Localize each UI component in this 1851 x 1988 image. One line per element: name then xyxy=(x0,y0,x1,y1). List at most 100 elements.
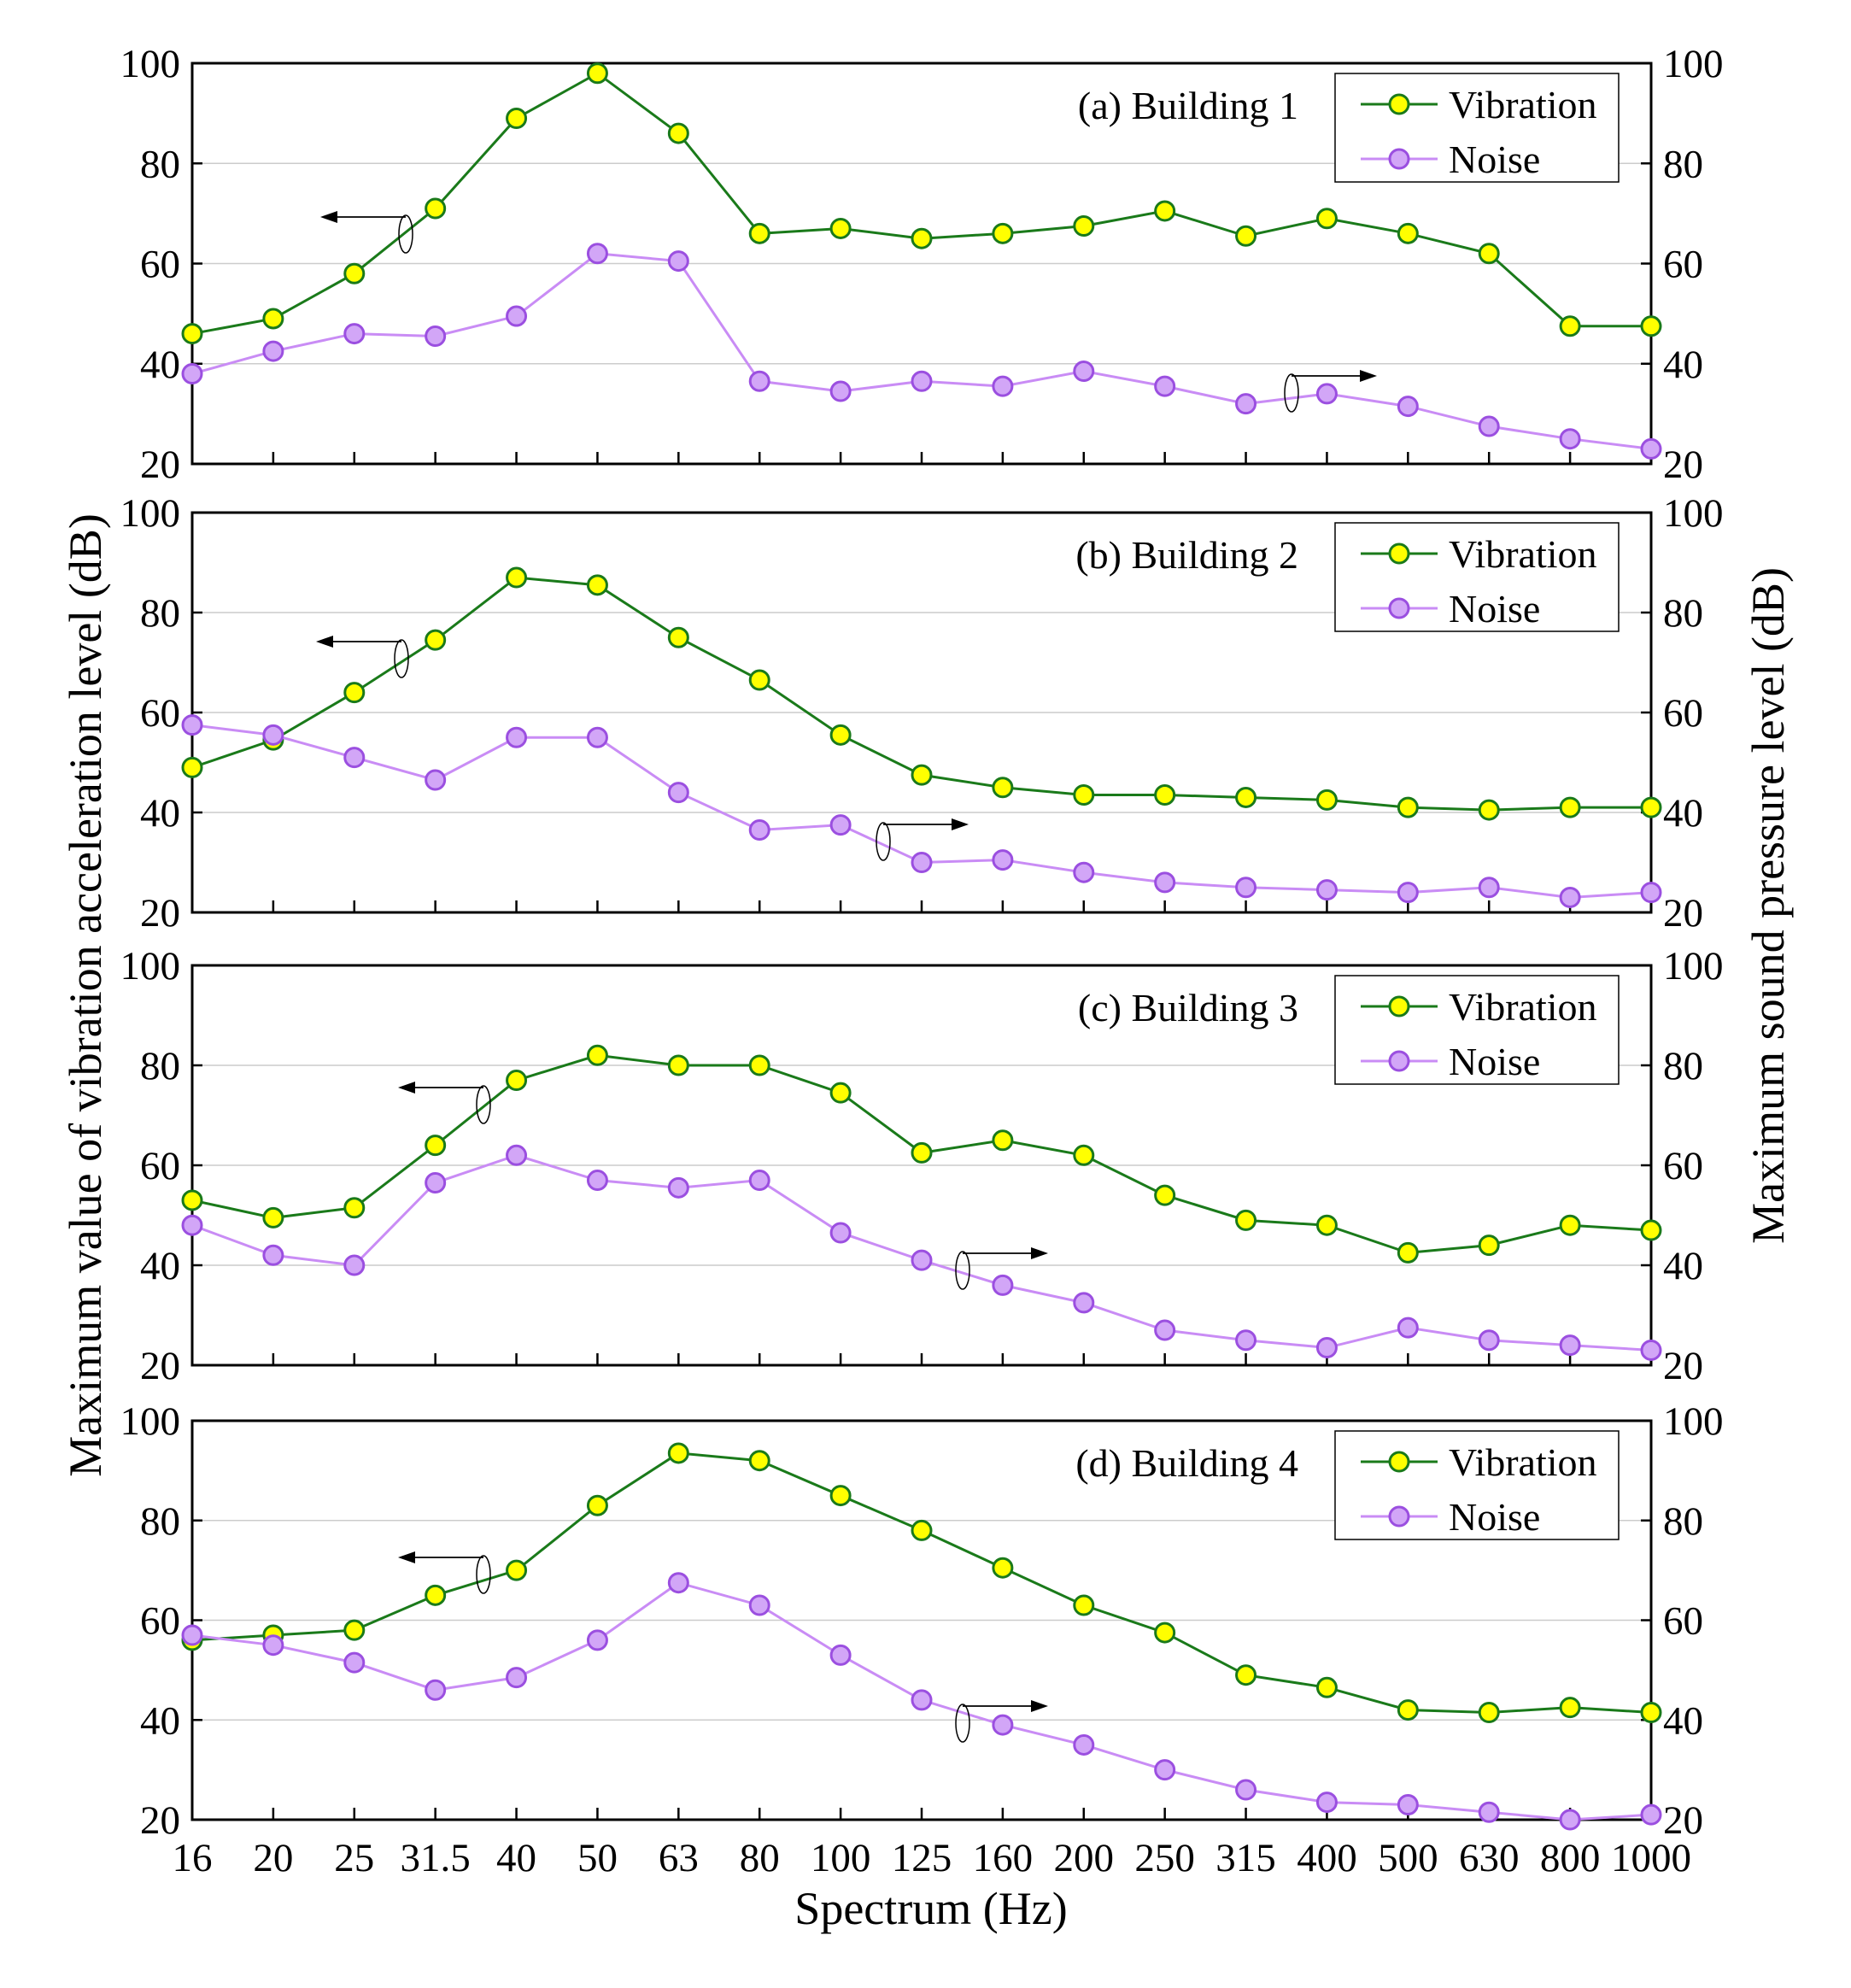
legend-marker xyxy=(1388,1050,1410,1072)
x-tick-label: 80 xyxy=(740,1836,780,1880)
data-point-vibration xyxy=(506,107,528,129)
y-tick-label-right: 80 xyxy=(1663,1499,1703,1544)
y-tick-label-right: 20 xyxy=(1663,1344,1703,1388)
x-tick-label: 315 xyxy=(1215,1836,1276,1880)
x-tick-label: 16 xyxy=(173,1836,213,1880)
legend-box xyxy=(1334,73,1620,183)
x-tick-label: 1000 xyxy=(1611,1836,1691,1880)
legend-label: Vibration xyxy=(1449,83,1597,126)
data-point-noise xyxy=(1559,428,1581,450)
data-point-noise xyxy=(992,849,1014,871)
x-tick-label: 250 xyxy=(1134,1836,1195,1880)
data-point-noise xyxy=(667,250,689,273)
series-vibration xyxy=(181,566,1662,821)
y-tick-label-left: 20 xyxy=(140,891,180,935)
data-point-noise xyxy=(748,818,770,841)
legend-marker xyxy=(1388,995,1410,1017)
data-point-noise xyxy=(1478,1801,1500,1823)
arrow-head xyxy=(1031,1700,1048,1712)
y-tick-label-left: 40 xyxy=(140,343,180,387)
y-tick-label-left: 20 xyxy=(140,1798,180,1843)
data-point-noise xyxy=(1478,877,1500,899)
data-point-noise xyxy=(667,1176,689,1199)
data-point-noise xyxy=(425,325,447,348)
axis-arrow-left xyxy=(398,1551,491,1594)
data-point-noise xyxy=(829,1222,852,1244)
arrow-ellipse xyxy=(476,1085,491,1124)
panel-1: 20 20 40 40 60 60 80 80 100 100 (a) Building 1 Vibr… xyxy=(120,42,1724,487)
y-tick-label-right: 20 xyxy=(1663,891,1703,935)
data-point-vibration xyxy=(1559,1214,1581,1236)
arrow-head xyxy=(316,636,333,648)
arrow-ellipse xyxy=(394,639,409,678)
arrow-ellipse xyxy=(955,1704,970,1743)
legend-label: Noise xyxy=(1449,138,1540,181)
data-point-vibration xyxy=(992,222,1014,244)
y-tick-label-right: 40 xyxy=(1663,343,1703,387)
arrow-head xyxy=(398,1082,415,1094)
arrow-head xyxy=(952,818,969,830)
axis-arrow-right xyxy=(1284,370,1377,413)
data-point-noise xyxy=(586,726,608,748)
data-point-vibration xyxy=(506,1070,528,1092)
legend-marker xyxy=(1388,597,1410,619)
legend-label: Noise xyxy=(1449,587,1540,630)
data-point-vibration xyxy=(992,777,1014,799)
series-noise xyxy=(181,714,1662,908)
y-tick-label-right: 40 xyxy=(1663,1698,1703,1743)
data-point-vibration xyxy=(829,217,852,239)
x-tick-label: 40 xyxy=(496,1836,536,1880)
y-tick-label-left: 100 xyxy=(120,944,181,988)
data-point-vibration xyxy=(506,1559,528,1581)
panel-title: (d) Building 4 xyxy=(1075,1441,1298,1485)
y-tick-label-left: 100 xyxy=(120,491,181,536)
data-point-noise xyxy=(911,370,933,392)
y-tick-label-right: 60 xyxy=(1663,243,1703,287)
y-tick-label-right: 100 xyxy=(1663,944,1724,988)
data-point-noise xyxy=(586,1629,608,1651)
data-point-vibration xyxy=(1154,1184,1176,1206)
data-point-vibration xyxy=(1640,1701,1662,1723)
chart-panels: 20 20 40 40 60 60 80 80 100 100 (a) Building 1 Vibr… xyxy=(120,42,1724,1880)
data-point-vibration xyxy=(1154,784,1176,806)
data-point-vibration xyxy=(748,222,770,244)
y-tick-label-left: 20 xyxy=(140,1344,180,1388)
x-tick-label: 630 xyxy=(1459,1836,1520,1880)
axis-arrow-left xyxy=(320,211,413,254)
data-point-vibration xyxy=(1315,1214,1338,1236)
panel-2: 20 20 40 40 60 60 80 80 100 100 (b) Building 2 Vibr… xyxy=(120,491,1724,935)
y-tick-label-left: 60 xyxy=(140,1599,180,1644)
series-noise xyxy=(181,1144,1662,1361)
y-tick-label-left: 80 xyxy=(140,1499,180,1544)
data-point-vibration xyxy=(1315,1676,1338,1698)
data-point-noise xyxy=(506,1144,528,1166)
x-tick-label: 20 xyxy=(253,1836,293,1880)
data-point-noise xyxy=(1640,437,1662,460)
data-point-noise xyxy=(425,769,447,791)
y-tick-label-left: 60 xyxy=(140,1144,180,1188)
panel-title: (c) Building 3 xyxy=(1078,986,1298,1029)
y-tick-label-right: 20 xyxy=(1663,1798,1703,1843)
data-point-vibration xyxy=(425,1135,447,1157)
data-point-noise xyxy=(829,380,852,402)
y-tick-label-right: 100 xyxy=(1663,42,1724,86)
data-point-vibration xyxy=(1073,1144,1095,1166)
data-point-noise xyxy=(992,375,1014,397)
arrow-ellipse xyxy=(955,1251,970,1290)
data-point-vibration xyxy=(586,574,608,596)
y-tick-label-left: 100 xyxy=(120,42,181,86)
data-point-noise xyxy=(586,1170,608,1192)
legend-marker xyxy=(1388,542,1410,565)
arrow-ellipse xyxy=(398,214,413,254)
data-point-vibration xyxy=(262,308,284,330)
data-point-noise xyxy=(1315,1337,1338,1359)
data-point-vibration xyxy=(343,262,366,284)
data-point-noise xyxy=(343,1651,366,1674)
data-point-vibration xyxy=(667,122,689,144)
series-line-noise xyxy=(191,252,1652,450)
data-point-vibration xyxy=(829,1485,852,1507)
y-tick-label-right: 100 xyxy=(1663,1399,1724,1444)
data-point-noise xyxy=(506,305,528,327)
data-point-vibration xyxy=(1235,786,1257,808)
